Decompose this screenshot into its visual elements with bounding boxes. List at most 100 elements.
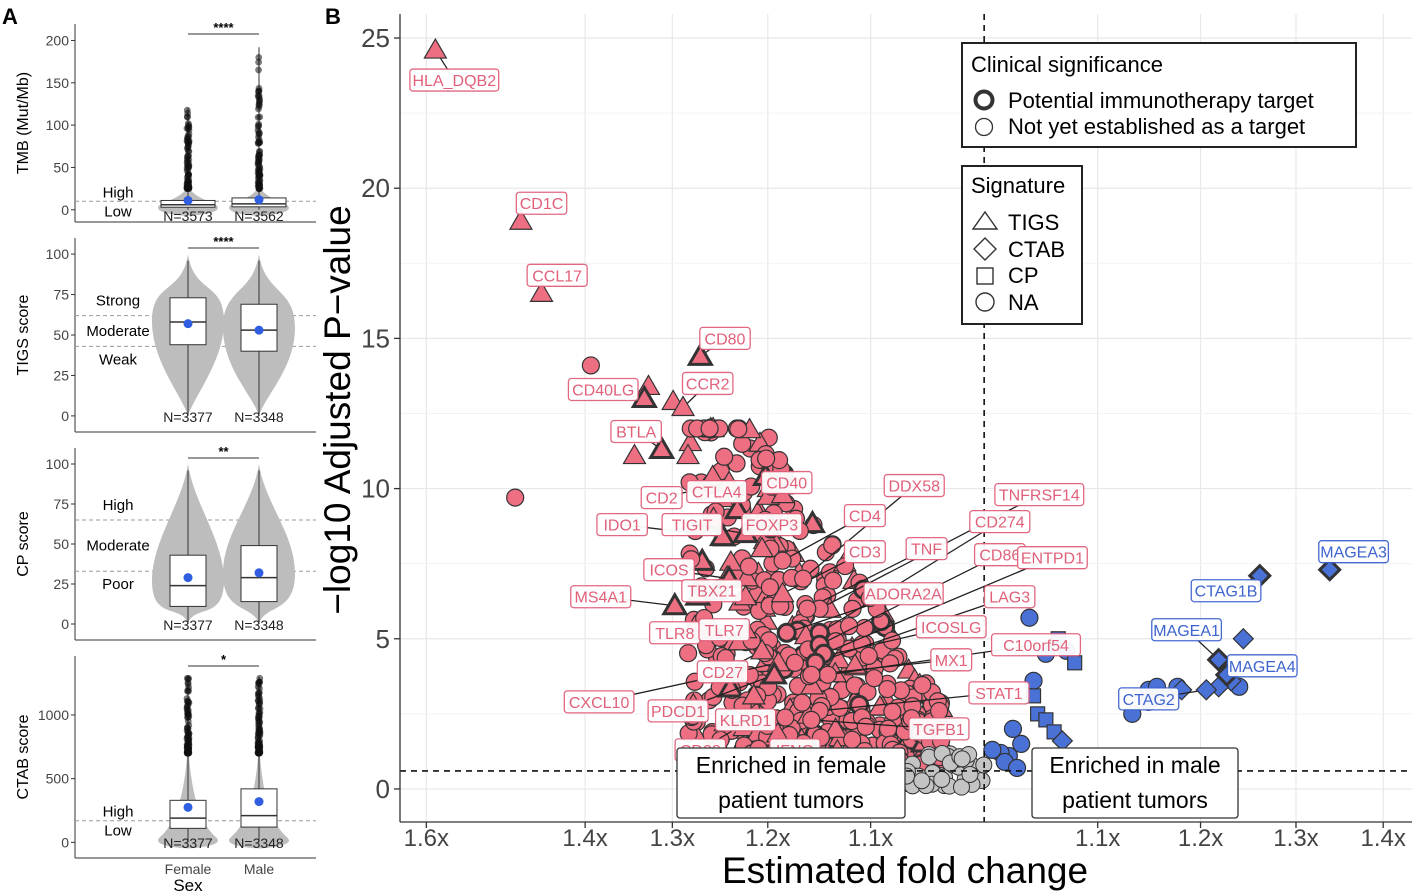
sex-axis-title: Sex xyxy=(173,876,203,895)
cp-n-label: N=3348 xyxy=(234,617,284,633)
ctab-threshold-below-label: Low xyxy=(104,823,132,840)
gene-label-box-magea1 xyxy=(1151,618,1223,642)
volcano-x-tick-label: 1.3x xyxy=(1273,825,1318,852)
gene-label-tlr7: TLR7 xyxy=(705,623,744,640)
tmb-threshold-below-label: Low xyxy=(104,203,132,220)
gene-label-box-entpd1 xyxy=(1017,546,1088,570)
gene-label-box-cxcl10 xyxy=(563,690,635,714)
tmb-outlier-point xyxy=(255,84,263,92)
ctab-outlier-point xyxy=(255,696,262,704)
gene-label-box-magea3 xyxy=(1318,540,1390,564)
cp-tick-label: 50 xyxy=(53,536,69,552)
gene-label-box-ctag2 xyxy=(1118,687,1180,711)
gene-label-box-cd3 xyxy=(843,540,886,564)
gene-label-pdcd1: PDCD1 xyxy=(651,704,705,721)
female-enriched-point xyxy=(856,717,875,736)
gene-label-magea3: MAGEA3 xyxy=(1320,545,1387,562)
tigs-tick-label: 25 xyxy=(53,367,69,383)
female-enriched-point xyxy=(622,443,647,465)
ctab-outlier-point xyxy=(185,749,193,757)
ctab-tick-label: 500 xyxy=(46,771,70,787)
ctab-threshold-above-label: High xyxy=(103,804,134,821)
nonsignificant-point xyxy=(961,765,979,783)
female-enriched-point xyxy=(729,419,748,439)
female-enriched-point xyxy=(839,616,859,636)
tigs-tick-label: 50 xyxy=(53,327,69,343)
male-enriched-point xyxy=(1038,712,1054,728)
gene-label-cd40lg: CD40LG xyxy=(572,382,634,399)
gene-point-ddx58 xyxy=(794,569,813,588)
gene-point-c10orf54 xyxy=(818,665,837,684)
male-enriched-point xyxy=(1012,734,1031,754)
volcano-x-tick-label: 1.1x xyxy=(1075,825,1120,852)
gene-point-btla xyxy=(648,435,676,460)
tmb-outlier-point xyxy=(255,66,262,74)
tmb-tick-label: 200 xyxy=(46,32,70,48)
gene-label-ddx58: DDX58 xyxy=(888,479,940,496)
gene-label-cd80: CD80 xyxy=(705,331,746,348)
cp-significance-label: ** xyxy=(218,444,229,459)
volcano-x-tick-label: 1.6x xyxy=(404,825,449,852)
gene-label-icos: ICOS xyxy=(649,563,688,580)
female-enriched-point xyxy=(679,644,698,663)
legend-signature-item-ctab: CTAB xyxy=(1008,237,1065,262)
volcano-x-axis-title: Estimated fold change xyxy=(722,850,1088,891)
gene-label-ms4a1: MS4A1 xyxy=(575,590,628,607)
panel-tmb: 0 50 100 150 200 TMB (Mut/Mb) N=3573 N=3562 ****… xyxy=(15,20,316,224)
tmb-outlier-point xyxy=(184,147,192,155)
panel-tigs: 0 25 50 75 100 TIGS score N=3377 N=3348 **** Stro… xyxy=(15,234,316,433)
tigs-n-label: N=3348 xyxy=(234,409,284,425)
cp-mean-point xyxy=(183,573,193,583)
gene-label-entpd1: ENTPD1 xyxy=(1021,551,1084,568)
gene-label-ccl17: CCL17 xyxy=(532,268,582,285)
tmb-outlier-point xyxy=(184,141,192,149)
annotation-female: Enriched in female patient tumors xyxy=(676,747,906,819)
gene-label-foxp3: FOXP3 xyxy=(746,518,799,535)
annotation-male-box xyxy=(1031,747,1239,819)
leader-line-entpd1 xyxy=(823,557,1053,655)
volcano-x-tick-label: 1.2x xyxy=(1178,825,1223,852)
ctab-n-label: N=3377 xyxy=(163,835,213,851)
leader-line-ddx58 xyxy=(802,485,915,580)
gene-label-box-cd4 xyxy=(843,503,886,528)
female-enriched-point xyxy=(581,356,600,375)
tmb-threshold-above-label: High xyxy=(103,184,134,201)
gene-label-box-ccr2 xyxy=(681,371,734,396)
ctab-outlier-point xyxy=(184,730,192,738)
gene-point-cd1c xyxy=(508,209,533,230)
gene-label-box-tnf xyxy=(905,537,948,561)
tigs-tick-label: 0 xyxy=(61,408,69,424)
tmb-y-axis-title: TMB (Mut/Mb) xyxy=(15,72,32,174)
panel-label-a: A xyxy=(2,4,18,29)
male-enriched-point xyxy=(1003,719,1023,738)
annotation-female-line2: patient tumors xyxy=(718,787,864,813)
gene-label-cd4: CD4 xyxy=(849,509,881,526)
gene-label-box-klrd1 xyxy=(714,708,777,732)
tmb-tick-label: 100 xyxy=(46,117,70,133)
volcano-x-tick-label: 1.4x xyxy=(1361,825,1406,852)
gene-label-magea4: MAGEA4 xyxy=(1229,659,1296,676)
gene-label-box-ccl17 xyxy=(526,263,588,287)
female-enriched-point xyxy=(930,701,949,721)
tmb-outlier-point xyxy=(184,162,192,170)
tigs-band-label: Moderate xyxy=(86,323,149,340)
volcano-x-tick-label: 1.4x xyxy=(562,825,607,852)
female-enriched-point xyxy=(776,708,795,727)
gene-label-cd3: CD3 xyxy=(849,545,881,562)
gene-label-box-tbx21 xyxy=(681,579,743,603)
gene-label-box-stat1 xyxy=(968,681,1030,705)
gene-label-klrd1: KLRD1 xyxy=(720,713,772,730)
tmb-tick-label: 0 xyxy=(61,202,69,218)
ctab-tick-label: 0 xyxy=(61,834,69,850)
ctab-outlier-point xyxy=(256,726,263,733)
volcano-x-tick-label: 1.3x xyxy=(650,825,695,852)
panel-label-b: B xyxy=(325,4,341,29)
female-enriched-point xyxy=(716,673,745,698)
ctab-mean-point xyxy=(254,797,264,807)
female-enriched-point xyxy=(878,719,898,738)
ctab-outlier-point xyxy=(184,714,191,721)
volcano-axes: 0 5 10 15 20 25 1.6x 1.4x 1.3x 1.2x 1.1x 1.1x 1.2x 1.… xyxy=(361,14,1412,852)
gene-point-foxp3 xyxy=(749,536,775,558)
cp-tick-label: 25 xyxy=(53,576,69,592)
tmb-outlier-point xyxy=(183,157,191,165)
